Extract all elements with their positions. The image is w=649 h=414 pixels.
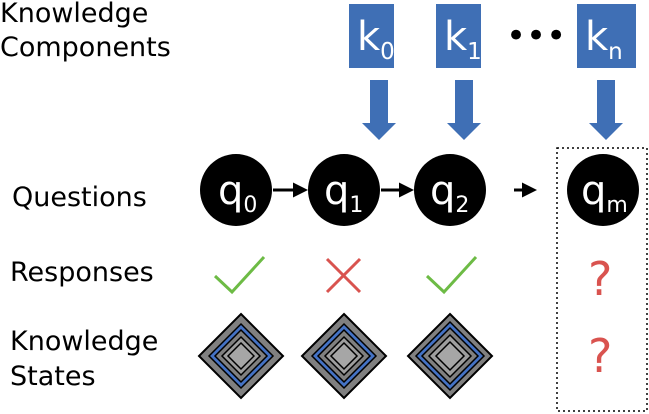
kc-box-1: k1 bbox=[436, 4, 482, 68]
kc-0-sub: 0 bbox=[380, 39, 395, 65]
q-2-base: q bbox=[430, 168, 455, 214]
svg-text:q0: q0 bbox=[218, 168, 257, 218]
knowledge-states-label-line2: States bbox=[10, 361, 96, 392]
kc-n-down-arrow bbox=[589, 80, 623, 140]
question-q0: q0 bbox=[200, 154, 272, 226]
q-1-sub: 1 bbox=[349, 193, 363, 218]
svg-text:k0: k0 bbox=[357, 14, 395, 65]
q-m-base: q bbox=[581, 168, 606, 214]
q-0-base: q bbox=[218, 168, 243, 214]
kc-1-down-arrow bbox=[447, 80, 481, 140]
questions-label: Questions bbox=[12, 182, 147, 213]
knowledge-states-label-line1: Knowledge bbox=[10, 326, 158, 357]
svg-text:kn: kn bbox=[585, 14, 623, 65]
unknown-response-mark: ? bbox=[588, 252, 612, 306]
kc-box-0: k0 bbox=[349, 4, 395, 68]
prediction-column-box bbox=[556, 147, 648, 412]
svg-text:k1: k1 bbox=[444, 14, 482, 65]
kc-n-base: k bbox=[585, 14, 609, 60]
question-q1: q1 bbox=[308, 154, 380, 226]
q-0-sub: 0 bbox=[243, 193, 257, 218]
kc-1-base: k bbox=[444, 14, 468, 60]
kc-0-base: k bbox=[357, 14, 381, 60]
check-icon bbox=[425, 255, 478, 295]
cross-icon bbox=[325, 257, 362, 294]
q-2-sub: 2 bbox=[455, 193, 469, 218]
q-1-base: q bbox=[324, 168, 349, 214]
kc-1-sub: 1 bbox=[467, 39, 482, 65]
knowledge-state-diamond-2 bbox=[406, 312, 494, 400]
svg-text:q2: q2 bbox=[430, 168, 469, 218]
kc-box-n: kn bbox=[577, 4, 636, 68]
knowledge-components-label-line1: Knowledge bbox=[0, 0, 148, 29]
svg-text:q1: q1 bbox=[324, 168, 363, 218]
unknown-state-mark: ? bbox=[588, 329, 612, 383]
question-q2: q2 bbox=[414, 154, 486, 226]
check-icon bbox=[213, 255, 266, 295]
knowledge-state-diamond-0 bbox=[197, 312, 285, 400]
kc-ellipsis: ••• bbox=[506, 16, 566, 56]
q-m-sub: m bbox=[606, 193, 627, 218]
svg-text:qm: qm bbox=[581, 168, 628, 218]
responses-label: Responses bbox=[10, 257, 154, 288]
kc-0-down-arrow bbox=[362, 80, 396, 140]
kc-n-sub: n bbox=[608, 39, 623, 65]
knowledge-components-label-line2: Components bbox=[0, 32, 171, 63]
knowledge-state-diamond-1 bbox=[300, 312, 388, 400]
question-qm: qm bbox=[567, 154, 639, 226]
